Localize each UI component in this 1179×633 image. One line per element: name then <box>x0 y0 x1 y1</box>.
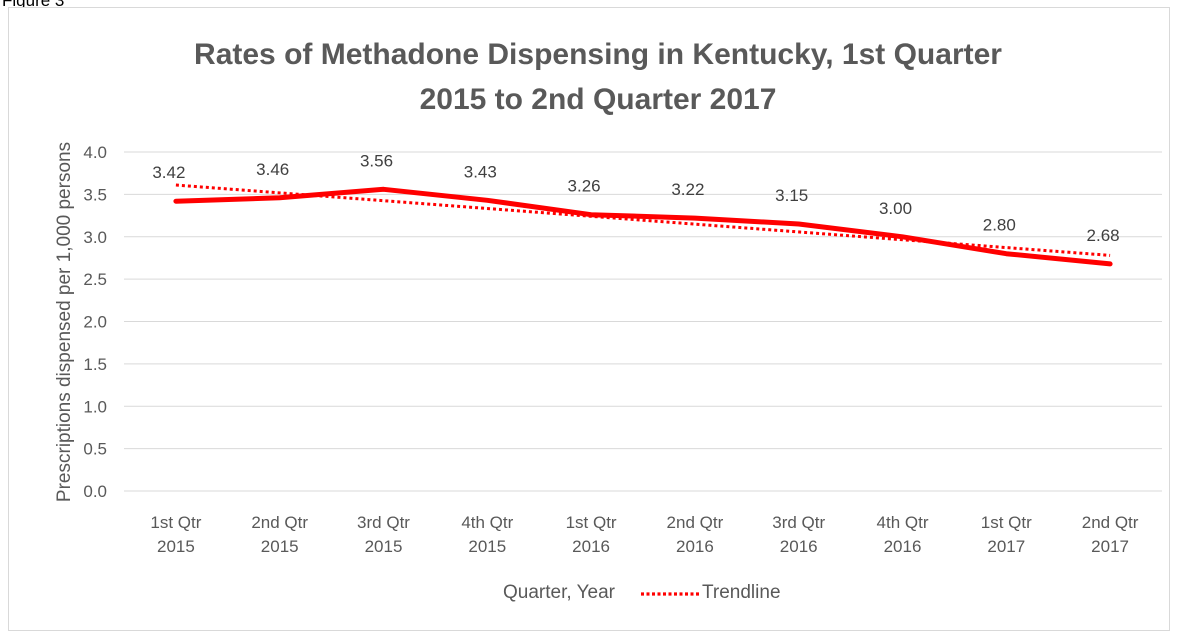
x-axis-tick-labels: 1st Qtr 2015 2nd Qtr 2015 3rd Qtr 2015 4th Qtr… <box>150 513 1138 556</box>
data-label: 3.26 <box>568 177 601 196</box>
data-label: 3.46 <box>256 160 289 179</box>
data-label: 3.00 <box>879 199 912 218</box>
figure-label: Figure 3 <box>2 0 65 10</box>
x-tick-label: 4th Qtr <box>877 513 929 532</box>
x-tick-label: 2015 <box>157 537 195 556</box>
x-tick-label: 3rd Qtr <box>772 513 825 532</box>
x-tick-label: 1st Qtr <box>150 513 201 532</box>
chart-title-line-2: 2015 to 2nd Quarter 2017 <box>420 83 777 116</box>
chart-frame <box>8 7 1170 631</box>
y-tick-label: 0.0 <box>83 482 107 501</box>
gridlines <box>124 151 1162 492</box>
x-tick-label: 2016 <box>572 537 610 556</box>
y-tick-label: 2.5 <box>83 270 107 289</box>
x-tick-label: 2nd Qtr <box>1082 513 1139 532</box>
x-tick-label: 2016 <box>884 537 922 556</box>
data-label: 2.80 <box>983 216 1016 235</box>
y-tick-label: 0.5 <box>83 440 107 459</box>
x-tick-label: 1st Qtr <box>981 513 1032 532</box>
x-tick-label: 3rd Qtr <box>357 513 410 532</box>
x-tick-label: 2016 <box>780 537 818 556</box>
data-label: 3.43 <box>464 162 497 181</box>
x-tick-label: 2015 <box>365 537 403 556</box>
y-tick-label: 2.0 <box>83 313 107 332</box>
x-tick-label: 2017 <box>987 537 1025 556</box>
y-tick-label: 3.5 <box>83 185 107 204</box>
x-tick-label: 1st Qtr <box>566 513 617 532</box>
data-label: 3.42 <box>152 163 185 182</box>
data-label: 3.22 <box>671 180 704 199</box>
x-tick-label: 2016 <box>676 537 714 556</box>
series-line <box>173 186 1113 267</box>
chart-title-line-1: Rates of Methadone Dispensing in Kentuck… <box>194 38 1002 71</box>
y-tick-label: 3.0 <box>83 228 107 247</box>
series-lines <box>173 183 1113 267</box>
data-labels: 3.42 3.46 3.56 3.43 3.26 3.22 3.15 3.00 2.80 2.68 <box>152 151 1119 245</box>
data-label: 3.56 <box>360 151 393 170</box>
x-tick-label: 2nd Qtr <box>667 513 724 532</box>
x-tick-label: 2017 <box>1091 537 1129 556</box>
data-label: 2.68 <box>1087 226 1120 245</box>
y-axis-title: Prescriptions dispensed per 1,000 person… <box>54 142 75 502</box>
y-tick-label: 1.5 <box>83 355 107 374</box>
y-tick-label: 4.0 <box>83 143 107 162</box>
data-label: 3.15 <box>775 186 808 205</box>
y-axis-tick-labels: 0.0 0.5 1.0 1.5 2.0 2.5 3.0 3.5 4.0 <box>83 143 107 501</box>
legend-trendline-label: Trendline <box>702 582 781 603</box>
x-tick-label: 2015 <box>261 537 299 556</box>
y-tick-label: 1.0 <box>83 397 107 416</box>
x-tick-label: 2015 <box>468 537 506 556</box>
x-axis-title: Quarter, Year <box>503 582 616 603</box>
x-tick-label: 2nd Qtr <box>251 513 308 532</box>
x-tick-label: 4th Qtr <box>461 513 513 532</box>
